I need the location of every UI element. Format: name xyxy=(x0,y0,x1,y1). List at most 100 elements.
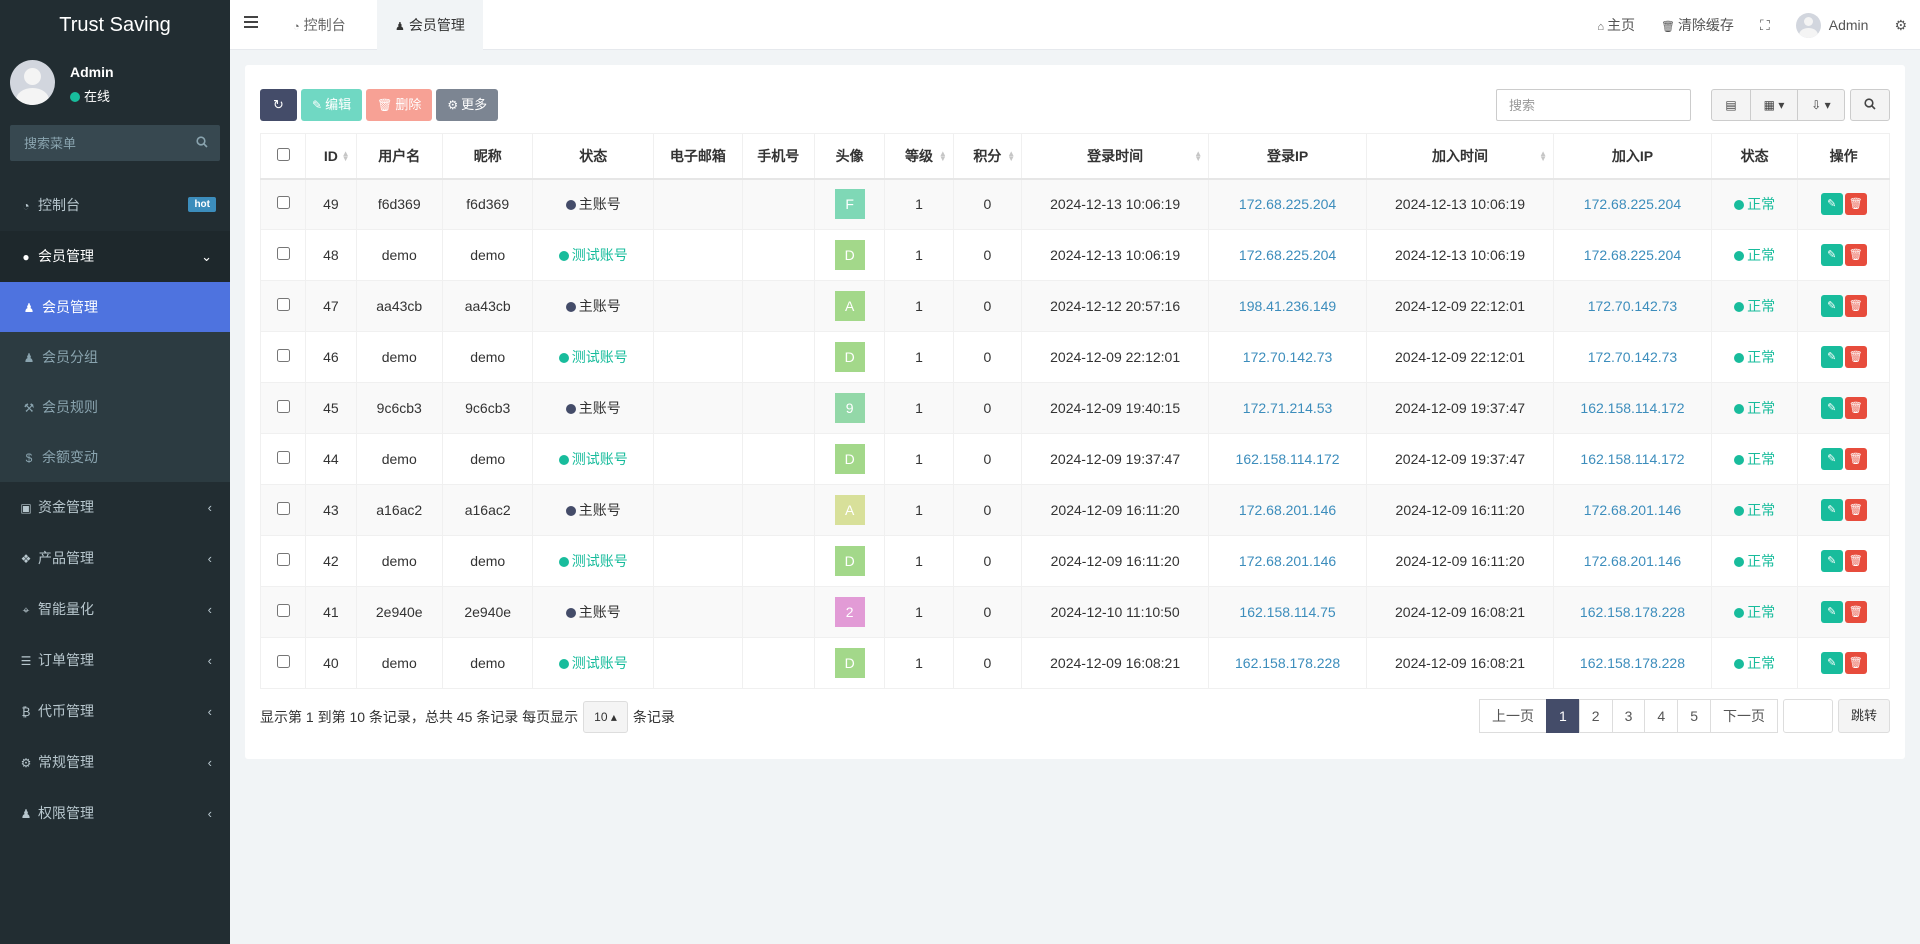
join-ip-link[interactable]: 172.68.225.204 xyxy=(1583,196,1682,213)
col-id[interactable]: ID ▲ ▼ xyxy=(305,133,357,180)
sidebar-subitem-member-list[interactable]: ♟ 会员管理 xyxy=(0,282,230,332)
toggle-view-button[interactable]: ▤ xyxy=(1711,89,1751,121)
account-type-label[interactable]: 主账号 xyxy=(565,400,621,416)
join-ip-link[interactable]: 172.70.142.73 xyxy=(1587,349,1678,365)
row-edit-button[interactable]: ✎ xyxy=(1820,499,1843,521)
settings-button[interactable]: ⚙ xyxy=(1881,17,1920,34)
row-delete-button[interactable]: 🗑 xyxy=(1844,193,1867,216)
page-size-select[interactable]: 10 ▴ xyxy=(583,701,628,733)
avatar[interactable]: D xyxy=(834,240,865,270)
row-checkbox[interactable] xyxy=(276,196,290,210)
avatar[interactable]: D xyxy=(834,546,865,576)
sidebar-item-quant[interactable]: ⌖ 智能量化 ‹ xyxy=(0,584,230,635)
row-delete-button[interactable]: 🗑 xyxy=(1844,652,1867,674)
fullscreen-button[interactable]: ⛶ xyxy=(1747,17,1783,34)
sidebar-subitem-balance-changes[interactable]: $ 余额变动 xyxy=(0,432,230,482)
row-delete-button[interactable]: 🗑 xyxy=(1844,244,1867,266)
status-badge[interactable]: 正常 xyxy=(1734,502,1775,518)
join-ip-link[interactable]: 172.68.225.204 xyxy=(1583,247,1682,263)
row-delete-button[interactable]: 🗑 xyxy=(1844,295,1867,317)
status-badge[interactable]: 正常 xyxy=(1734,655,1775,671)
row-delete-button[interactable]: 🗑 xyxy=(1844,550,1867,572)
avatar[interactable]: D xyxy=(834,444,865,474)
account-type-label[interactable]: 主账号 xyxy=(565,196,621,212)
row-delete-button[interactable]: 🗑 xyxy=(1844,448,1867,470)
row-checkbox[interactable] xyxy=(276,400,290,413)
sidebar-item-members[interactable]: ● 会员管理 ⌄ xyxy=(0,231,230,282)
columns-button[interactable]: ▦ ▾ xyxy=(1751,89,1798,121)
row-checkbox[interactable] xyxy=(276,298,290,311)
sidebar-item-general[interactable]: ⚙ 常规管理 ‹ xyxy=(0,737,230,788)
join-ip-link[interactable]: 172.68.201.146 xyxy=(1583,553,1682,569)
row-edit-button[interactable]: ✎ xyxy=(1820,448,1843,470)
delete-button[interactable]: 🗑 删除 xyxy=(366,89,433,121)
status-badge[interactable]: 正常 xyxy=(1734,349,1775,365)
row-edit-button[interactable]: ✎ xyxy=(1820,346,1843,368)
clear-cache-button[interactable]: 🗑 清除缓存 xyxy=(1660,17,1734,33)
row-checkbox[interactable] xyxy=(276,451,290,464)
row-edit-button[interactable]: ✎ xyxy=(1820,295,1843,317)
edit-button[interactable]: ✎ 编辑 xyxy=(301,89,363,121)
sidebar-item-funds[interactable]: ▣ 资金管理 ‹ xyxy=(0,482,230,533)
row-checkbox[interactable] xyxy=(276,349,290,362)
sidebar-subitem-member-rules[interactable]: ⚒ 会员规则 xyxy=(0,382,230,432)
status-badge[interactable]: 正常 xyxy=(1734,604,1775,620)
search-icon[interactable] xyxy=(196,136,208,148)
row-edit-button[interactable]: ✎ xyxy=(1820,397,1843,419)
admin-menu[interactable]: Admin xyxy=(1783,12,1882,38)
avatar[interactable]: D xyxy=(834,648,865,678)
row-checkbox[interactable] xyxy=(276,502,290,515)
account-type-label[interactable]: 主账号 xyxy=(565,298,621,314)
menu-toggle-icon[interactable] xyxy=(244,16,258,30)
status-badge[interactable]: 正常 xyxy=(1734,247,1775,263)
login-ip-link[interactable]: 198.41.236.149 xyxy=(1238,298,1337,314)
advanced-search-button[interactable] xyxy=(1850,89,1890,121)
join-ip-link[interactable]: 172.70.142.73 xyxy=(1587,298,1678,314)
page-4-button[interactable]: 4 xyxy=(1644,699,1679,733)
login-ip-link[interactable]: 172.68.225.204 xyxy=(1238,247,1337,263)
account-type-label[interactable]: 主账号 xyxy=(565,604,621,620)
prev-page-button[interactable]: 上一页 xyxy=(1479,699,1547,733)
row-edit-button[interactable]: ✎ xyxy=(1820,244,1843,266)
page-5-button[interactable]: 5 xyxy=(1677,699,1711,733)
row-edit-button[interactable]: ✎ xyxy=(1820,601,1843,623)
sidebar-subitem-member-groups[interactable]: ♟ 会员分组 xyxy=(0,332,230,382)
row-delete-button[interactable]: 🗑 xyxy=(1844,346,1867,368)
row-edit-button[interactable]: ✎ xyxy=(1820,193,1843,216)
account-type-label[interactable]: 测试账号 xyxy=(558,247,628,263)
join-ip-link[interactable]: 172.68.201.146 xyxy=(1583,502,1682,518)
sidebar-item-permissions[interactable]: ♟ 权限管理 ‹ xyxy=(0,788,230,839)
account-type-label[interactable]: 主账号 xyxy=(565,502,621,518)
login-ip-link[interactable]: 162.158.114.172 xyxy=(1235,451,1340,467)
join-ip-link[interactable]: 162.158.178.228 xyxy=(1579,655,1686,671)
row-checkbox[interactable] xyxy=(276,553,290,566)
account-type-label[interactable]: 测试账号 xyxy=(558,451,628,467)
export-button[interactable]: ⇩ ▾ xyxy=(1798,89,1845,121)
row-delete-button[interactable]: 🗑 xyxy=(1844,601,1867,623)
select-all-checkbox[interactable] xyxy=(276,147,290,161)
tab-dashboard[interactable]: ◔ 控制台 xyxy=(293,17,346,33)
status-badge[interactable]: 正常 xyxy=(1734,196,1775,212)
page-2-button[interactable]: 2 xyxy=(1578,699,1613,733)
login-ip-link[interactable]: 162.158.114.75 xyxy=(1239,604,1336,620)
account-type-label[interactable]: 测试账号 xyxy=(558,553,628,569)
home-link[interactable]: ⌂ 主页 xyxy=(1597,17,1635,33)
avatar[interactable]: F xyxy=(834,189,865,220)
join-ip-link[interactable]: 162.158.114.172 xyxy=(1580,451,1685,467)
col-login-time[interactable]: 登录时间 ▲ ▼ xyxy=(1021,133,1210,180)
account-type-label[interactable]: 测试账号 xyxy=(558,655,628,671)
login-ip-link[interactable]: 172.71.214.53 xyxy=(1242,400,1333,416)
page-1-button[interactable]: 1 xyxy=(1546,699,1580,733)
status-badge[interactable]: 正常 xyxy=(1734,298,1775,314)
avatar[interactable]: A xyxy=(834,291,865,321)
avatar[interactable]: 2 xyxy=(834,597,865,627)
status-badge[interactable]: 正常 xyxy=(1734,400,1775,416)
menu-search-input[interactable] xyxy=(10,125,220,161)
app-logo[interactable]: Trust Saving xyxy=(0,0,230,50)
refresh-button[interactable]: ↻ xyxy=(260,89,297,121)
next-page-button[interactable]: 下一页 xyxy=(1709,699,1778,733)
row-delete-button[interactable]: 🗑 xyxy=(1844,397,1867,419)
login-ip-link[interactable]: 172.68.201.146 xyxy=(1238,553,1337,569)
tab-members[interactable]: ♟ 会员管理 xyxy=(377,0,483,50)
sidebar-item-products[interactable]: ❖ 产品管理 ‹ xyxy=(0,533,230,584)
